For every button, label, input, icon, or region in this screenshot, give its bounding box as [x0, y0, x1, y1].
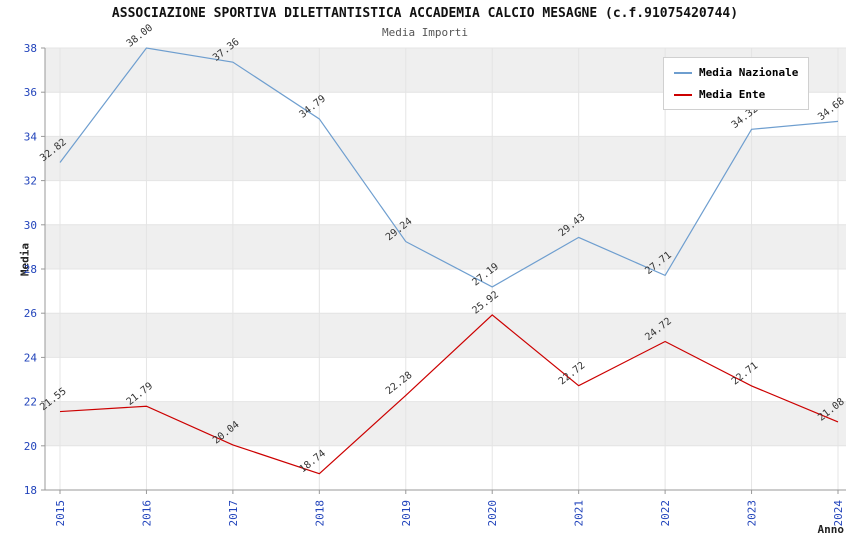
y-tick-label: 24 [24, 351, 38, 364]
y-tick-label: 26 [24, 307, 37, 320]
legend-label-media-ente: Media Ente [699, 88, 766, 101]
x-tick-label: 2017 [227, 500, 240, 527]
plot-band [45, 136, 846, 181]
series-line-0 [59, 47, 839, 288]
value-label: 22.71 [730, 360, 760, 387]
x-tick-label: 2021 [573, 500, 586, 527]
legend: Media Nazionale Media Ente [663, 57, 810, 110]
plot-band [45, 224, 846, 269]
value-label: 38.00 [125, 22, 155, 49]
plot-band [45, 401, 846, 446]
x-tick-label: 2018 [313, 500, 326, 527]
x-tick-label: 2020 [486, 500, 499, 527]
x-tick-label: 2024 [832, 500, 845, 527]
y-tick-label: 38 [24, 42, 37, 55]
y-tick-label: 34 [24, 130, 38, 143]
chart-title: ASSOCIAZIONE SPORTIVA DILETTANTISTICA AC… [111, 6, 739, 21]
x-tick-label: 2022 [659, 500, 672, 527]
x-tick-label: 2019 [400, 500, 413, 527]
y-tick-label: 36 [24, 86, 37, 99]
x-tick-label: 2015 [54, 500, 67, 527]
x-axis-title: Anno [817, 523, 845, 536]
legend-line-nazionale-icon [674, 71, 692, 74]
value-label: 22.28 [384, 370, 414, 397]
y-tick-label: 20 [24, 440, 37, 453]
value-label: 34.68 [816, 96, 846, 123]
y-tick-label: 18 [24, 484, 37, 497]
x-tick-label: 2016 [140, 500, 153, 527]
legend-item-media-ente: Media Ente [674, 88, 798, 101]
value-label: 25.92 [470, 289, 500, 316]
y-tick-label: 32 [24, 175, 37, 188]
y-tick-label: 30 [24, 219, 37, 232]
y-tick-label: 28 [24, 263, 37, 276]
y-tick-label: 22 [24, 396, 37, 409]
chart-subtitle: Media Importi [381, 26, 469, 39]
legend-item-media-nazionale: Media Nazionale [674, 66, 798, 79]
plot-band [45, 313, 846, 358]
legend-label-media-nazionale: Media Nazionale [699, 66, 799, 79]
series-line-1 [59, 314, 839, 475]
legend-line-ente-icon [674, 93, 692, 96]
x-tick-label: 2023 [746, 500, 759, 527]
